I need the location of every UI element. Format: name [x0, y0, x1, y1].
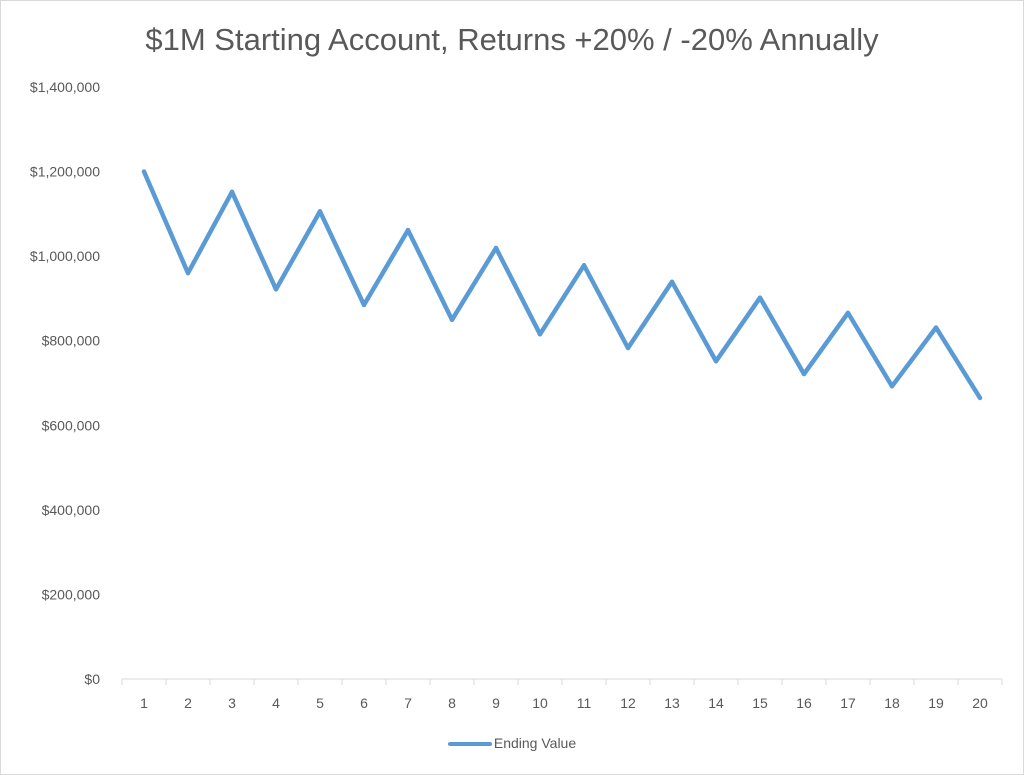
x-tick-label: 11	[577, 695, 592, 711]
x-tick-label: 4	[272, 695, 280, 711]
series-group	[141, 169, 983, 401]
x-axis: 1 2 3 4 5 6 7 8 9 10 11 12 13 14 15 16 17 18 19 20	[121, 679, 1003, 711]
data-point	[493, 245, 499, 251]
data-point	[405, 227, 411, 233]
x-tick-label: 7	[404, 695, 412, 711]
data-point	[933, 325, 939, 330]
x-tick-label: 10	[532, 695, 548, 711]
y-tick-label: $1,400,000	[30, 79, 100, 95]
y-tick-label: $200,000	[42, 586, 101, 602]
data-point	[185, 270, 191, 276]
x-tick-label: 8	[448, 695, 456, 711]
data-point	[273, 287, 279, 292]
data-point	[625, 345, 631, 351]
x-tick-label: 13	[664, 695, 680, 711]
legend: Ending Value	[0, 735, 1024, 751]
x-tick-label: 1	[140, 695, 148, 711]
data-point	[977, 395, 983, 401]
data-point	[669, 279, 675, 285]
y-tick-label: $1,000,000	[30, 248, 100, 264]
x-tick-label: 2	[184, 695, 192, 711]
y-tick-label: $1,200,000	[30, 164, 100, 180]
data-point	[845, 310, 851, 316]
data-point	[449, 317, 455, 323]
x-tick-label: 14	[708, 695, 724, 711]
x-tick-label: 19	[928, 695, 944, 711]
legend-swatch	[447, 742, 492, 747]
data-point	[581, 263, 587, 268]
x-tick-label: 16	[796, 695, 812, 711]
y-tick-label: $0	[84, 671, 100, 687]
x-tick-label: 6	[360, 695, 368, 711]
y-tick-label: $400,000	[42, 502, 101, 518]
data-point	[801, 371, 807, 377]
x-tick-label: 9	[492, 695, 500, 711]
data-point	[757, 295, 763, 300]
x-tick-label: 3	[228, 695, 236, 711]
y-tick-label: $800,000	[42, 333, 101, 349]
x-tick-label: 5	[316, 695, 324, 711]
x-tick-label: 12	[620, 695, 636, 711]
chart-title: $1M Starting Account, Returns +20% / -20…	[145, 22, 879, 57]
y-axis: $0 $200,000 $400,000 $600,000 $800,000 $1,000…	[30, 79, 100, 687]
x-tick-label: 20	[972, 695, 988, 711]
data-point	[229, 189, 235, 195]
data-point	[141, 169, 147, 174]
y-tick-label: $600,000	[42, 417, 101, 433]
legend-label: Ending Value	[493, 735, 577, 751]
x-tick-label: 15	[752, 695, 768, 711]
data-point	[317, 209, 323, 214]
data-point	[537, 332, 543, 337]
series-line	[141, 169, 983, 401]
data-point	[713, 359, 719, 364]
x-tick-label: 17	[840, 695, 856, 711]
data-point	[361, 302, 367, 308]
x-tick-label: 18	[884, 695, 900, 711]
data-point	[889, 383, 895, 389]
